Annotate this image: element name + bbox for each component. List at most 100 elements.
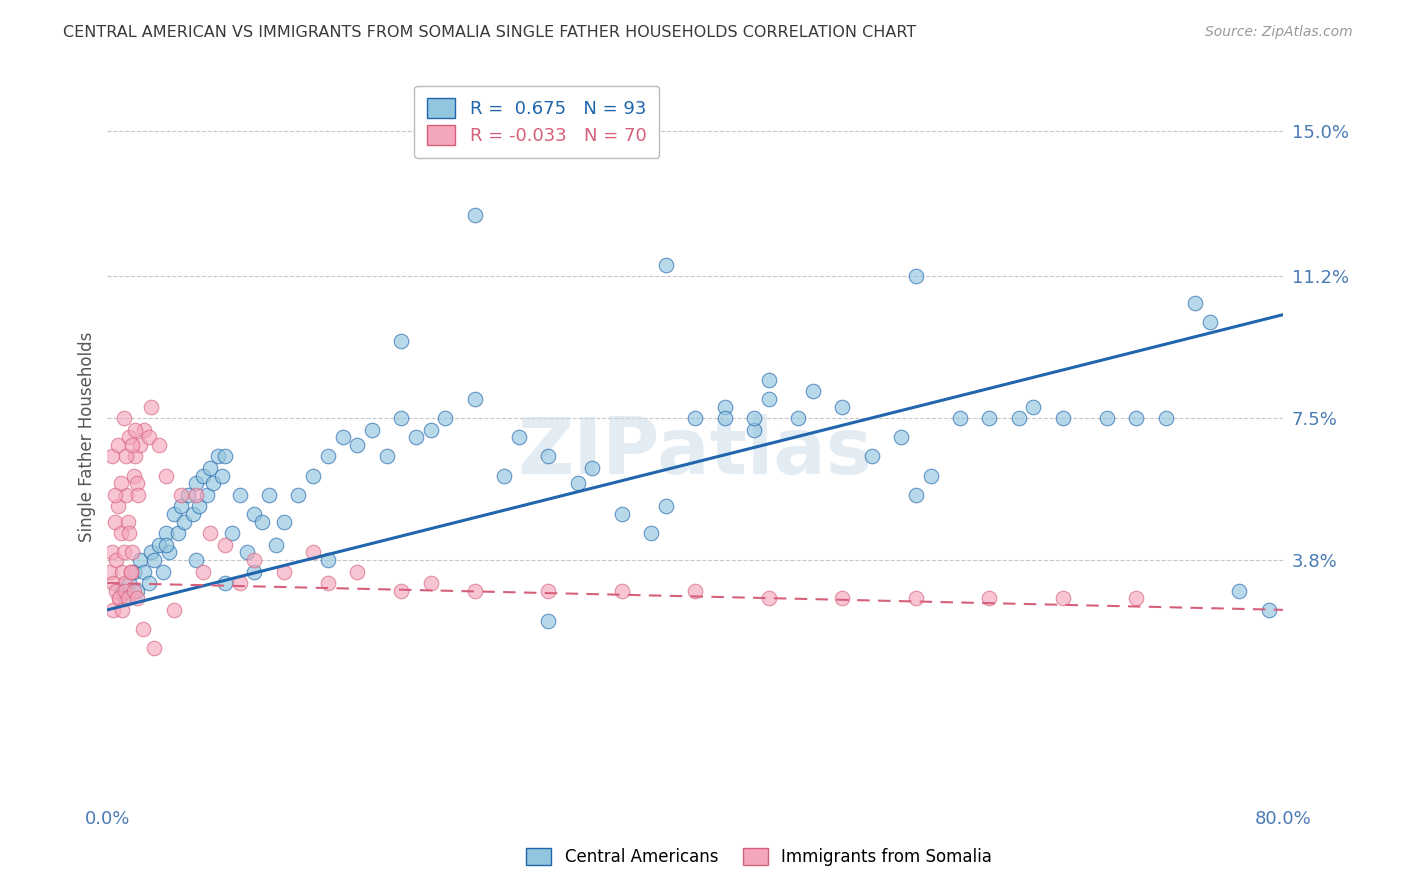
Point	[831, 400, 853, 414]
Point	[184, 476, 207, 491]
Point	[1154, 411, 1177, 425]
Point	[115, 488, 138, 502]
Point	[211, 468, 233, 483]
Point	[200, 526, 222, 541]
Point	[801, 384, 824, 399]
Point	[1257, 603, 1279, 617]
Point	[117, 515, 139, 529]
Point	[117, 591, 139, 606]
Point	[181, 507, 204, 521]
Point	[655, 258, 678, 272]
Point	[904, 591, 927, 606]
Point	[155, 468, 177, 483]
Point	[1022, 400, 1045, 414]
Point	[104, 488, 127, 502]
Point	[250, 515, 273, 529]
Point	[221, 526, 243, 541]
Point	[191, 565, 214, 579]
Point	[1008, 411, 1031, 425]
Point	[860, 450, 883, 464]
Point	[162, 507, 184, 521]
Point	[316, 450, 339, 464]
Point	[101, 450, 124, 464]
Point	[200, 461, 222, 475]
Point	[105, 553, 128, 567]
Point	[610, 507, 633, 521]
Point	[332, 430, 354, 444]
Point	[120, 565, 142, 579]
Point	[904, 269, 927, 284]
Point	[419, 423, 441, 437]
Point	[346, 438, 368, 452]
Point	[141, 400, 163, 414]
Point	[138, 576, 160, 591]
Point	[124, 423, 146, 437]
Point	[103, 603, 125, 617]
Point	[228, 576, 250, 591]
Point	[167, 526, 190, 541]
Point	[228, 488, 250, 502]
Point	[125, 591, 148, 606]
Point	[104, 515, 127, 529]
Point	[389, 583, 412, 598]
Point	[110, 476, 132, 491]
Point	[148, 438, 170, 452]
Text: CENTRAL AMERICAN VS IMMIGRANTS FROM SOMALIA SINGLE FATHER HOUSEHOLDS CORRELATION: CENTRAL AMERICAN VS IMMIGRANTS FROM SOMA…	[63, 25, 917, 40]
Point	[464, 392, 486, 406]
Point	[112, 411, 135, 425]
Point	[128, 553, 150, 567]
Point	[157, 545, 180, 559]
Point	[173, 515, 195, 529]
Point	[405, 430, 427, 444]
Point	[195, 488, 218, 502]
Point	[904, 488, 927, 502]
Point	[243, 507, 266, 521]
Point	[187, 500, 209, 514]
Point	[434, 411, 457, 425]
Point	[118, 430, 141, 444]
Point	[713, 400, 735, 414]
Point	[121, 545, 143, 559]
Point	[243, 553, 266, 567]
Point	[122, 583, 145, 598]
Point	[125, 476, 148, 491]
Point	[114, 576, 136, 591]
Point	[214, 576, 236, 591]
Point	[742, 411, 765, 425]
Point	[464, 583, 486, 598]
Point	[108, 591, 131, 606]
Point	[537, 583, 560, 598]
Point	[122, 565, 145, 579]
Point	[115, 450, 138, 464]
Point	[134, 565, 156, 579]
Point	[105, 583, 128, 598]
Point	[124, 450, 146, 464]
Point	[184, 553, 207, 567]
Point	[111, 603, 134, 617]
Point	[464, 208, 486, 222]
Point	[1184, 296, 1206, 310]
Legend: Central Americans, Immigrants from Somalia: Central Americans, Immigrants from Somal…	[520, 841, 998, 873]
Point	[138, 430, 160, 444]
Point	[316, 553, 339, 567]
Point	[114, 583, 136, 598]
Point	[1125, 591, 1147, 606]
Point	[655, 500, 678, 514]
Point	[508, 430, 530, 444]
Point	[243, 565, 266, 579]
Point	[419, 576, 441, 591]
Point	[128, 438, 150, 452]
Point	[979, 591, 1001, 606]
Point	[742, 423, 765, 437]
Point	[207, 450, 229, 464]
Point	[375, 450, 398, 464]
Point	[537, 615, 560, 629]
Point	[685, 411, 707, 425]
Point	[920, 468, 942, 483]
Point	[170, 500, 193, 514]
Point	[111, 565, 134, 579]
Point	[831, 591, 853, 606]
Point	[101, 545, 124, 559]
Point	[1052, 411, 1074, 425]
Point	[1198, 315, 1220, 329]
